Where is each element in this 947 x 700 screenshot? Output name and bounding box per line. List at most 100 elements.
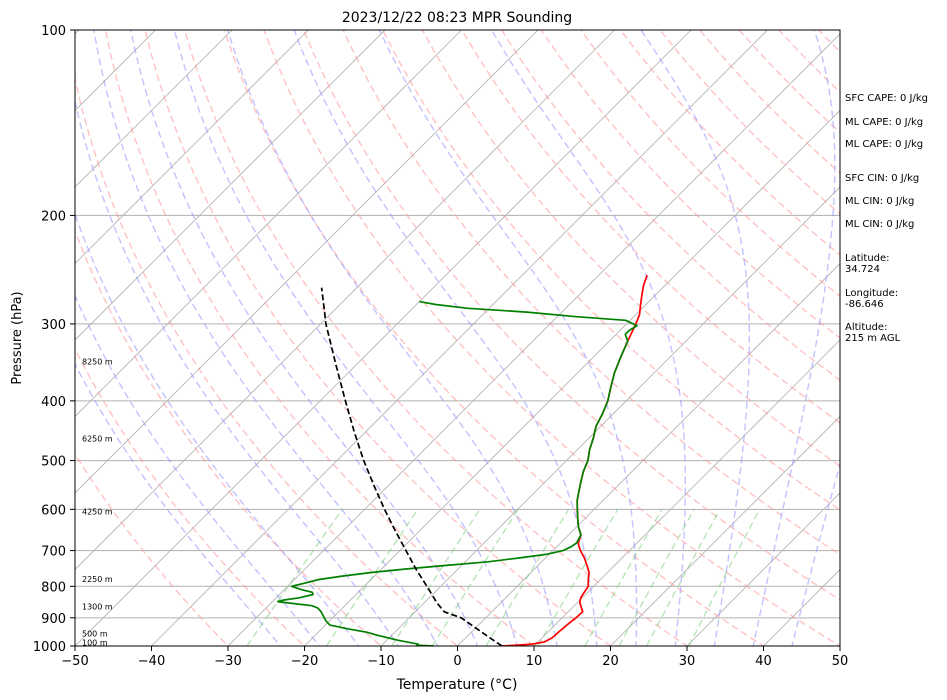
- mixing-ratio-line: [537, 508, 619, 646]
- moist-adiabat: [490, 30, 686, 646]
- moist-adiabat: [173, 30, 519, 646]
- moist-adiabat: [75, 362, 282, 646]
- moist-adiabat: [791, 461, 840, 646]
- isotherm-line: [150, 30, 769, 646]
- x-tick-label: 0: [453, 654, 461, 669]
- isotherm-line: [75, 30, 233, 188]
- mixing-ratio-line: [645, 508, 721, 646]
- isotherm-line: [75, 30, 386, 341]
- height-label: 8250 m: [82, 357, 113, 366]
- x-tick-label: −50: [61, 654, 88, 669]
- mixing-ratio-line: [391, 508, 481, 646]
- x-tick-label: 20: [602, 654, 619, 669]
- stat-item: SFC CIN: 0 J/kg: [845, 173, 920, 184]
- stat-item: ML CAPE: 0 J/kg: [845, 139, 924, 150]
- y-tick-label: 400: [41, 395, 66, 410]
- y-tick-label: 900: [41, 612, 66, 627]
- stat-item: ML CIN: 0 J/kg: [845, 196, 915, 207]
- mixing-ratio-line: [246, 508, 343, 646]
- stats-panel: SFC CAPE: 0 J/kg ML CAPE: 0 J/kg ML CAPE: …: [845, 0, 947, 700]
- x-tick-label: −20: [291, 654, 318, 669]
- x-tick-label: 40: [755, 654, 772, 669]
- profile-line-3: [320, 287, 503, 646]
- height-label: 6250 m: [82, 434, 113, 443]
- x-tick-label: 50: [832, 654, 849, 669]
- y-tick-label: 200: [41, 209, 66, 224]
- isotherm-line: [75, 30, 616, 571]
- stat-item: Longitude: -86.646: [845, 288, 899, 310]
- y-axis-label: Pressure (hPa): [10, 291, 25, 384]
- isotherm-line: [686, 492, 840, 646]
- isotherm-line: [609, 415, 840, 646]
- moist-adiabat: [752, 30, 836, 646]
- background-lines: [75, 30, 840, 646]
- isotherm-line: [456, 262, 840, 646]
- moist-adiabat: [75, 294, 321, 646]
- height-label: 4250 m: [82, 508, 113, 517]
- dry-adiabat: [342, 30, 840, 556]
- dry-adiabat: [144, 30, 612, 646]
- stat-item: Altitude: 215 m AGL: [845, 322, 901, 344]
- height-label: 500 m: [82, 630, 108, 639]
- isotherm-line: [75, 30, 539, 494]
- mixing-ratio-line: [618, 508, 695, 646]
- y-axis-ticks: 100 200 300 400 500 600 700 800 900 1000: [33, 24, 75, 655]
- isotherm-line: [227, 33, 840, 646]
- x-axis-ticks: −50 −40 −30 −20 −10 0 10 20 30 40 50: [61, 646, 848, 669]
- dry-adiabat: [421, 30, 840, 467]
- mixing-ratio-line: [688, 508, 761, 646]
- mixing-ratio-line: [485, 508, 570, 646]
- profile-line-2: [276, 300, 638, 646]
- y-tick-label: 1000: [33, 640, 66, 655]
- height-label: 100 m: [82, 638, 108, 647]
- mixing-ratio-line: [431, 508, 519, 646]
- dry-adiabat: [500, 30, 840, 381]
- y-tick-label: 500: [41, 455, 66, 470]
- moist-adiabat: [130, 30, 479, 646]
- stat-item: SFC CAPE: 0 J/kg: [845, 93, 928, 104]
- y-tick-label: 600: [41, 503, 66, 518]
- y-tick-label: 700: [41, 545, 66, 560]
- dry-adiabat: [302, 30, 840, 601]
- dry-adiabat: [75, 229, 383, 646]
- isotherm-line: [75, 30, 310, 265]
- x-axis-label: Temperature (°C): [396, 677, 518, 693]
- y-tick-label: 100: [41, 24, 66, 39]
- dry-adiabat: [75, 347, 306, 646]
- isotherm-line: [533, 339, 840, 646]
- stat-item: ML CIN: 0 J/kg: [845, 219, 915, 230]
- dry-adiabat: [381, 30, 840, 511]
- moist-adiabat: [640, 30, 751, 646]
- y-tick-label: 800: [41, 580, 66, 595]
- y-tick-label: 300: [41, 318, 66, 333]
- dry-adiabat: [223, 30, 765, 646]
- height-label: 2250 m: [82, 575, 113, 584]
- dry-adiabat: [183, 30, 689, 646]
- profile-lines: [276, 274, 648, 646]
- dry-adiabat: [579, 30, 840, 298]
- dry-adiabat: [461, 30, 840, 424]
- x-tick-label: −10: [367, 654, 394, 669]
- x-tick-label: 30: [679, 654, 696, 669]
- dry-adiabat: [75, 452, 229, 646]
- moist-adiabat: [227, 30, 558, 646]
- x-tick-label: −30: [214, 654, 241, 669]
- dry-adiabat: [263, 30, 840, 646]
- isotherm-line: [303, 109, 840, 646]
- moist-adiabat: [75, 98, 399, 646]
- mixing-ratio-line: [584, 508, 663, 646]
- height-label: 1300 m: [82, 602, 113, 611]
- chart-title: 2023/12/22 08:23 MPR Sounding: [342, 10, 572, 26]
- stat-item: ML CAPE: 0 J/kg: [845, 117, 924, 128]
- isotherm-line: [380, 186, 840, 646]
- dry-adiabat: [104, 30, 536, 646]
- stat-item: Latitude: 34.724: [845, 253, 890, 275]
- dry-adiabat: [540, 30, 840, 339]
- x-tick-label: −40: [138, 654, 165, 669]
- moist-adiabat: [93, 30, 439, 646]
- isotherm-line: [75, 30, 463, 418]
- x-tick-label: 10: [526, 654, 543, 669]
